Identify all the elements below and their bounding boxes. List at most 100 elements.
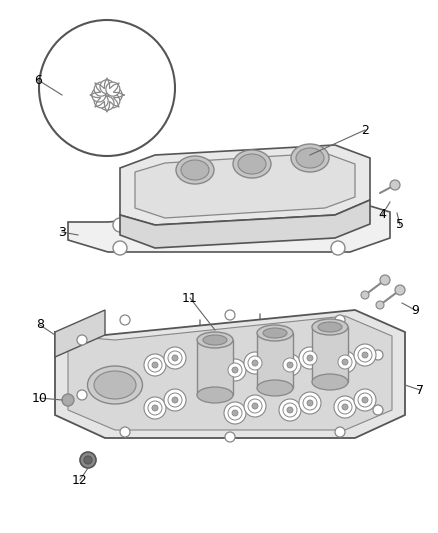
Ellipse shape [197, 387, 233, 403]
Circle shape [299, 347, 321, 369]
Ellipse shape [88, 366, 142, 404]
Circle shape [287, 407, 293, 413]
Circle shape [283, 358, 297, 372]
Circle shape [168, 393, 182, 407]
Circle shape [362, 352, 368, 358]
Circle shape [373, 405, 383, 415]
Circle shape [106, 94, 120, 108]
Circle shape [108, 88, 122, 102]
Circle shape [100, 96, 114, 110]
Circle shape [303, 351, 317, 365]
Circle shape [77, 390, 87, 400]
Circle shape [279, 354, 301, 376]
Circle shape [152, 405, 158, 411]
Circle shape [338, 400, 352, 414]
Polygon shape [257, 333, 293, 388]
Ellipse shape [197, 332, 233, 348]
Text: 9: 9 [411, 303, 419, 317]
Circle shape [228, 406, 242, 420]
Polygon shape [135, 153, 355, 218]
Circle shape [172, 397, 178, 403]
Circle shape [279, 399, 301, 421]
Circle shape [120, 427, 130, 437]
Circle shape [338, 355, 352, 369]
Circle shape [380, 275, 390, 285]
Circle shape [120, 315, 130, 325]
Circle shape [373, 350, 383, 360]
Circle shape [299, 392, 321, 414]
Ellipse shape [181, 160, 209, 180]
Circle shape [342, 359, 348, 365]
Circle shape [395, 285, 405, 295]
Circle shape [307, 400, 313, 406]
Ellipse shape [238, 154, 266, 174]
Circle shape [113, 218, 127, 232]
Circle shape [144, 397, 166, 419]
Polygon shape [68, 200, 390, 252]
Text: 5: 5 [396, 219, 404, 231]
Circle shape [361, 291, 369, 299]
Circle shape [77, 335, 87, 345]
Ellipse shape [312, 374, 348, 390]
Circle shape [92, 88, 106, 102]
Circle shape [252, 403, 258, 409]
Circle shape [39, 20, 175, 156]
Circle shape [287, 362, 293, 368]
Circle shape [94, 82, 108, 96]
Circle shape [168, 351, 182, 365]
Circle shape [358, 348, 372, 362]
Circle shape [80, 452, 96, 468]
Circle shape [244, 352, 266, 374]
Ellipse shape [312, 319, 348, 335]
Ellipse shape [318, 322, 342, 332]
Circle shape [106, 82, 120, 96]
Text: 8: 8 [36, 319, 44, 332]
Circle shape [94, 94, 108, 108]
Text: 6: 6 [34, 74, 42, 86]
Circle shape [152, 362, 158, 368]
Circle shape [224, 402, 246, 424]
Text: 4: 4 [378, 208, 386, 222]
Circle shape [164, 389, 186, 411]
Circle shape [244, 395, 266, 417]
Circle shape [334, 351, 356, 373]
Circle shape [334, 396, 356, 418]
Polygon shape [55, 310, 405, 438]
Text: 10: 10 [32, 392, 48, 405]
Circle shape [100, 80, 114, 94]
Circle shape [84, 456, 92, 464]
Circle shape [144, 354, 166, 376]
Circle shape [113, 241, 127, 255]
Circle shape [376, 301, 384, 309]
Ellipse shape [257, 325, 293, 341]
Polygon shape [197, 340, 233, 395]
Circle shape [228, 363, 242, 377]
Circle shape [354, 389, 376, 411]
Ellipse shape [257, 380, 293, 396]
Circle shape [224, 359, 246, 381]
Polygon shape [312, 327, 348, 382]
Circle shape [283, 403, 297, 417]
Text: 11: 11 [182, 292, 198, 304]
Circle shape [232, 410, 238, 416]
Circle shape [307, 355, 313, 361]
Circle shape [358, 393, 372, 407]
Text: 2: 2 [361, 124, 369, 136]
Ellipse shape [291, 144, 329, 172]
Circle shape [335, 315, 345, 325]
Circle shape [148, 358, 162, 372]
Circle shape [172, 355, 178, 361]
Circle shape [225, 432, 235, 442]
Circle shape [335, 427, 345, 437]
Polygon shape [120, 200, 370, 248]
Circle shape [232, 367, 238, 373]
Circle shape [225, 310, 235, 320]
Polygon shape [120, 145, 370, 225]
Circle shape [331, 241, 345, 255]
Circle shape [62, 394, 74, 406]
Circle shape [354, 344, 376, 366]
Circle shape [252, 360, 258, 366]
Circle shape [248, 399, 262, 413]
Ellipse shape [203, 335, 227, 345]
Ellipse shape [94, 371, 136, 399]
